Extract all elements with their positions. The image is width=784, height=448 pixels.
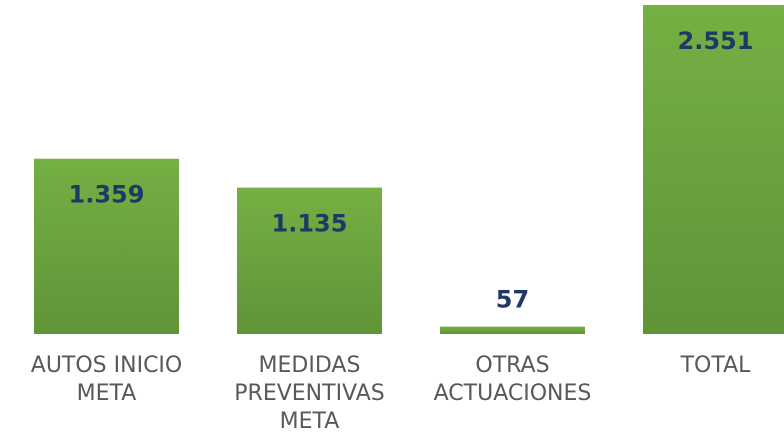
x-tick-label: TOTAL bbox=[680, 353, 751, 378]
data-label: 57 bbox=[496, 286, 529, 314]
data-label: 1.135 bbox=[272, 210, 348, 238]
bar bbox=[237, 187, 382, 334]
x-tick-label: OTRAS ACTUACIONES bbox=[433, 353, 592, 406]
x-tick-label: AUTOS INICIO META bbox=[30, 353, 183, 406]
bar bbox=[643, 5, 784, 334]
x-tick-label: MEDIDAS PREVENTIVAS META bbox=[234, 353, 385, 434]
data-label: 1.359 bbox=[69, 181, 145, 209]
bar bbox=[34, 158, 179, 334]
data-label: 2.551 bbox=[678, 27, 754, 55]
bar bbox=[440, 326, 585, 334]
